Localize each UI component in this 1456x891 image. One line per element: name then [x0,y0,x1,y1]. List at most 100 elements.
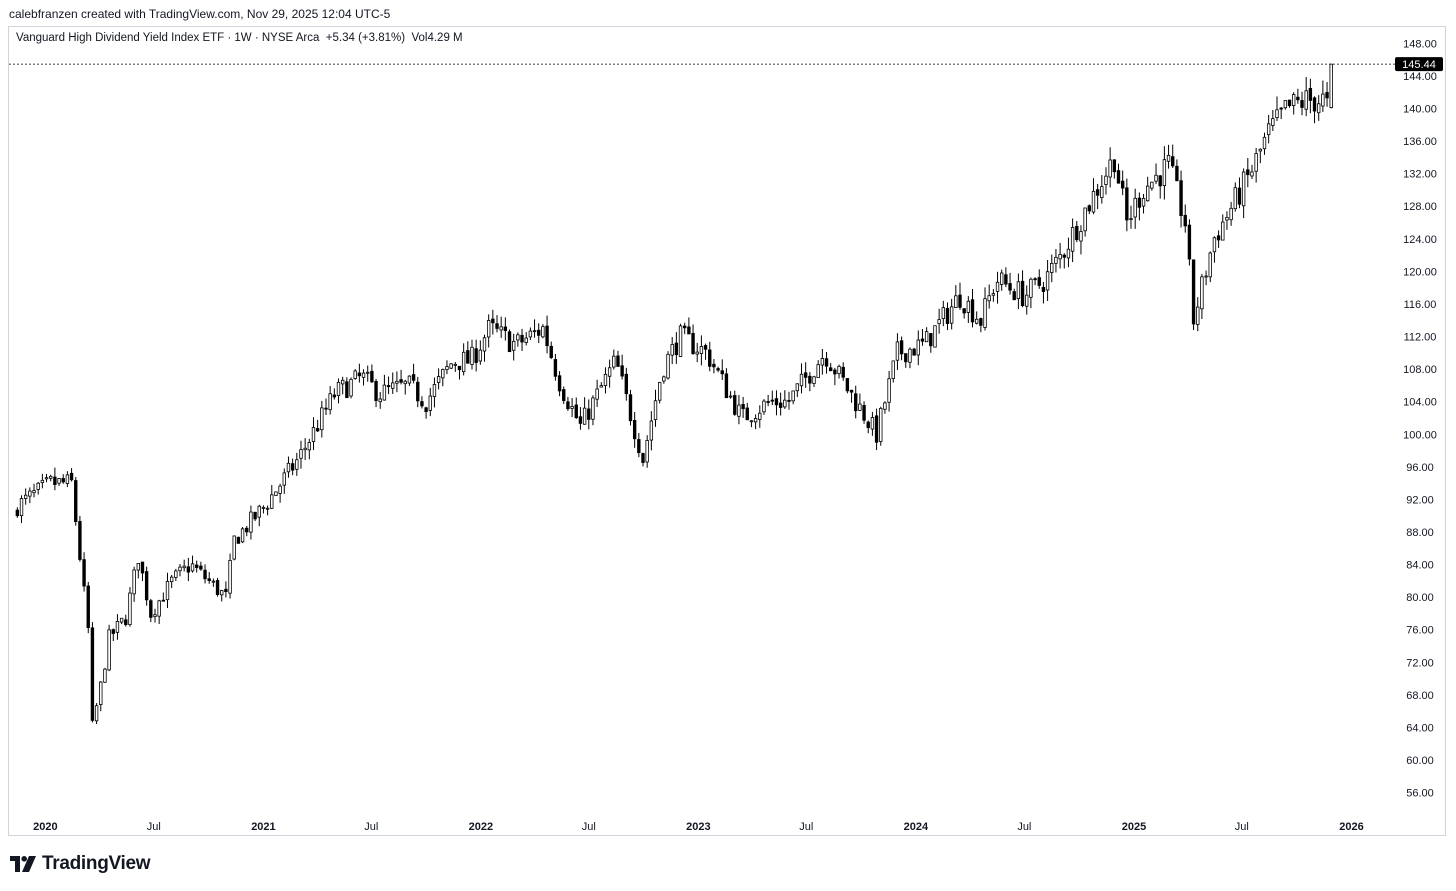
candle-body [28,490,32,497]
legend-symbol[interactable]: Vanguard High Dividend Yield Index ETF ·… [16,32,320,44]
candle-body [1187,224,1192,260]
candle-body [349,378,353,397]
candle-body [795,383,800,392]
candle-body [82,559,86,587]
candle-body [1233,187,1237,210]
candle-body [803,372,808,378]
candle-body [199,565,203,570]
x-tick-label: Jul [799,821,813,833]
candle-body [1191,259,1196,325]
candle-body [1204,275,1208,278]
candle-body [345,381,349,399]
candle-body [920,338,925,342]
candle-body [449,363,453,369]
candle-body [628,394,633,422]
candle-body [299,449,303,459]
candle-body [549,345,553,358]
candle-body [1325,92,1329,99]
candle-body [687,326,691,335]
candle-body [603,373,608,386]
x-tick-label: 2024 [904,821,929,833]
candle-body [420,401,424,407]
y-tick-label: 92.00 [1406,494,1434,506]
candle-body [261,506,266,509]
candle-body [824,358,829,367]
candle-body [587,408,591,420]
candle-body [991,293,996,296]
candle-body [1033,278,1037,281]
candle-body [966,300,971,313]
candle-body [278,485,282,494]
candle-body [858,403,862,411]
candle-body [1100,186,1104,199]
candle-body [737,404,741,417]
candle-body [979,318,983,326]
candle-body [954,295,958,308]
candle-body [320,407,324,431]
candle-body [557,375,562,392]
candle-body [837,365,841,375]
candle-body [69,472,74,481]
candle-body [1158,175,1162,187]
candle-body [499,326,503,331]
candle-body [845,378,850,392]
candle-body [758,412,762,420]
y-tick-label: 88.00 [1406,527,1434,539]
y-tick-label: 120.00 [1403,266,1437,278]
candle-body [1196,306,1200,325]
candle-body [1133,197,1137,218]
candle-body [128,592,132,626]
candle-body [883,402,887,410]
candle-body [395,380,399,384]
candle-body [1058,254,1062,260]
chart-frame [8,26,1446,836]
candle-body [1166,154,1171,162]
candle-body [1225,217,1229,221]
candle-body [40,479,45,483]
candle-body [683,325,687,329]
candle-body [1016,281,1021,300]
candle-body [1091,190,1096,213]
candle-body [378,398,382,403]
candle-body [445,366,449,371]
candle-body [566,401,570,410]
candle-body [904,353,908,363]
y-tick-label: 132.00 [1403,169,1437,181]
candle-body [703,345,708,350]
y-tick-label: 136.00 [1403,136,1437,148]
candle-body [1087,205,1091,212]
candle-body [140,561,145,574]
candle-body [766,401,770,403]
candle-body [532,330,537,333]
candle-body [749,420,754,423]
candle-body [240,528,245,543]
candle-body [119,617,124,623]
tradingview-logo-icon [10,856,36,872]
candle-body [1183,214,1187,227]
candle-body [274,491,278,496]
candle-body [941,307,946,319]
candle-body [328,393,332,411]
candle-body [1120,180,1125,189]
candle-body [361,372,366,378]
candle-body [987,295,991,302]
candle-body [391,382,395,389]
candle-body [53,476,57,485]
candle-body [86,585,90,628]
candle-body [512,340,516,351]
candle-body [1162,159,1167,187]
candle-body [662,376,666,382]
candle-body [1317,103,1321,114]
candle-body [791,390,795,402]
candle-body [1012,291,1016,301]
candle-body [1029,278,1033,298]
candle-body [411,374,416,381]
candle-body [203,569,207,580]
candle-body [270,494,274,509]
candle-body [1004,274,1008,285]
candle-body [741,404,745,410]
candle-body [257,505,261,518]
y-tick-label: 140.00 [1403,103,1437,115]
tradingview-brand[interactable]: TradingView [10,853,151,875]
